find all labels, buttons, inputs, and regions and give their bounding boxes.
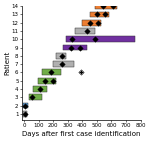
Bar [63, 45, 87, 50]
Bar [66, 36, 135, 42]
X-axis label: Days after first case identification: Days after first case identification [22, 131, 141, 137]
Bar [96, 3, 117, 9]
Bar [38, 78, 56, 84]
Bar [90, 12, 109, 17]
Bar [56, 53, 66, 59]
Bar [24, 111, 27, 117]
Bar [28, 94, 42, 100]
Bar [24, 103, 28, 108]
Bar [42, 70, 61, 75]
Bar [75, 28, 96, 34]
Y-axis label: Patient: Patient [4, 51, 10, 75]
Bar [82, 20, 101, 26]
Bar [33, 86, 48, 92]
Bar [53, 61, 74, 67]
